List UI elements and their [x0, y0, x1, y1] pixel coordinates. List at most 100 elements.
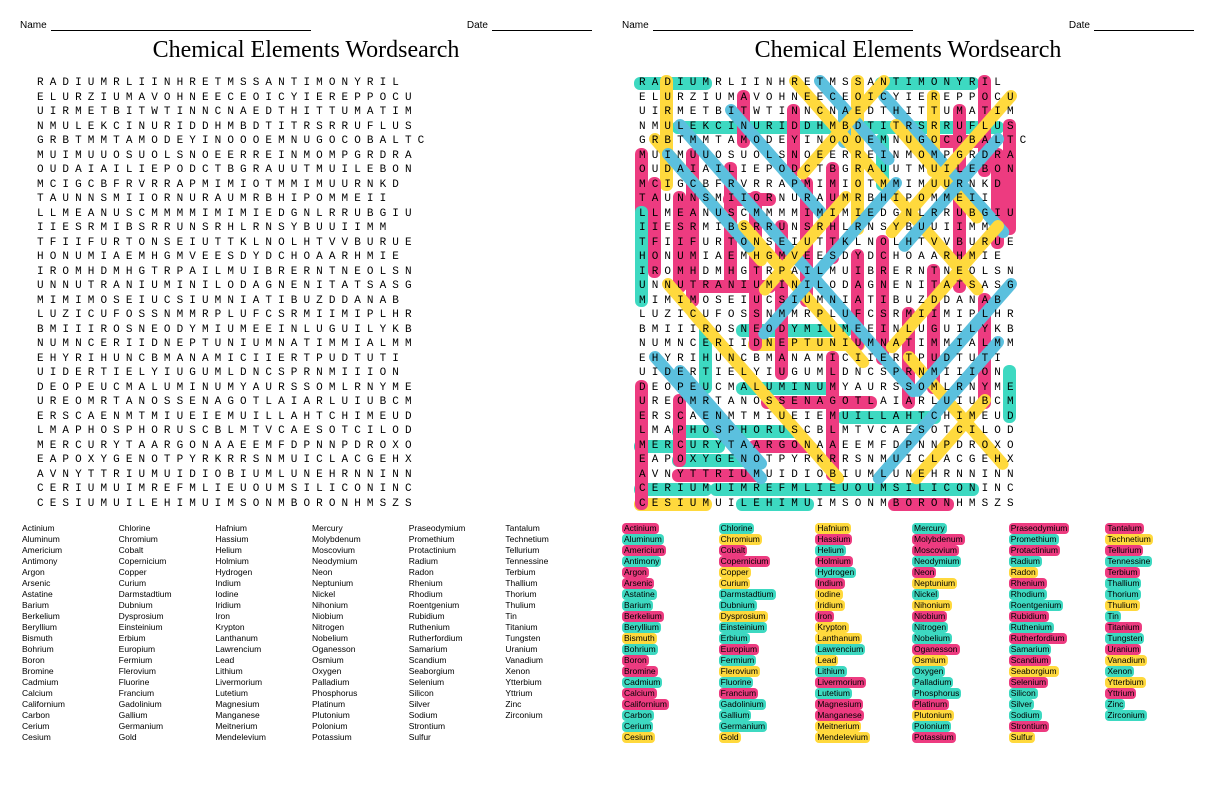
grid-cell: N [262, 497, 275, 512]
grid-cell: N [738, 323, 751, 338]
grid-cell: B [224, 163, 237, 178]
grid-cell: A [1004, 149, 1017, 164]
grid-cell: I [801, 207, 814, 222]
grid-cell: N [161, 76, 174, 91]
grid-cell: U [699, 308, 712, 323]
grid-cell: H [136, 424, 149, 439]
grid-cell: A [47, 76, 60, 91]
grid-cell: H [776, 76, 789, 91]
grid-cell: I [136, 337, 149, 352]
grid-cell: I [186, 236, 199, 251]
grid-cell: H [288, 250, 301, 265]
grid-cell: M [364, 410, 377, 425]
grid-cell: P [186, 337, 199, 352]
grid-cell: B [237, 120, 250, 135]
word-item: Hafnium [815, 523, 851, 534]
grid-cell: I [161, 410, 174, 425]
grid-cell: U [351, 120, 364, 135]
grid-cell: M [738, 134, 751, 149]
grid-cell: I [34, 221, 47, 236]
grid-cell: M [377, 221, 390, 236]
grid-cell: O [979, 366, 992, 381]
grid-cell: A [364, 337, 377, 352]
grid-cell: M [275, 497, 288, 512]
grid-cell: C [275, 250, 288, 265]
grid-cell: R [915, 395, 928, 410]
grid-cell: S [788, 424, 801, 439]
grid-cell: A [979, 294, 992, 309]
grid-cell: H [928, 468, 941, 483]
grid-cell: D [941, 294, 954, 309]
grid-cell: M [674, 105, 687, 120]
grid-cell: I [237, 178, 250, 193]
grid-row: ERSCAENMTMIUEIEMUILLAHTCHIMEUD [20, 410, 592, 425]
grid-cell: E [288, 279, 301, 294]
grid-cell: I [979, 76, 992, 91]
grid-cell: U [85, 149, 98, 164]
grid-cell: I [300, 178, 313, 193]
grid-cell: L [649, 91, 662, 106]
grid-cell: I [237, 468, 250, 483]
grid-cell: I [852, 207, 865, 222]
word-item: Flerovium [117, 666, 158, 677]
grid-cell: I [174, 497, 187, 512]
grid-cell: M [97, 482, 110, 497]
grid-cell: T [212, 163, 225, 178]
word-item: Beryllium [20, 622, 59, 633]
grid-cell: M [174, 250, 187, 265]
grid-cell: U [288, 453, 301, 468]
grid-cell: T [687, 468, 700, 483]
grid-row: EAPOXYGENOTPYRKRRSNMUICLACGEHX [622, 453, 1194, 468]
grid-cell: I [199, 134, 212, 149]
word-item: Lithium [213, 666, 244, 677]
grid-cell: N [649, 279, 662, 294]
grid-cell: M [148, 410, 161, 425]
grid-cell: M [47, 424, 60, 439]
grid-cell: I [826, 352, 839, 367]
grid-cell: I [699, 91, 712, 106]
grid-cell: Z [313, 294, 326, 309]
grid-cell: O [636, 163, 649, 178]
grid-cell: L [34, 308, 47, 323]
grid-cell: I [275, 120, 288, 135]
grid-cell: E [250, 439, 263, 454]
grid-cell: G [313, 134, 326, 149]
grid-cell: N [186, 91, 199, 106]
grid-cell: A [212, 192, 225, 207]
grid-cell: I [674, 497, 687, 512]
grid-cell: R [763, 178, 776, 193]
grid-cell: D [928, 294, 941, 309]
grid-cell: E [377, 410, 390, 425]
grid-cell: I [750, 76, 763, 91]
grid-cell: M [262, 337, 275, 352]
grid-cell: E [687, 105, 700, 120]
grid-cell: O [136, 236, 149, 251]
grid-cell: O [326, 424, 339, 439]
grid-cell: U [199, 236, 212, 251]
grid-cell: T [110, 134, 123, 149]
grid-cell: O [763, 323, 776, 338]
grid-cell: I [738, 163, 751, 178]
grid-cell: E [313, 468, 326, 483]
grid-cell: E [85, 381, 98, 396]
grid-cell: O [402, 439, 415, 454]
grid-cell: A [136, 439, 149, 454]
grid-cell: N [890, 323, 903, 338]
grid-cell: S [738, 221, 751, 236]
grid-cell: I [788, 294, 801, 309]
grid-cell: U [814, 381, 827, 396]
grid-cell: H [725, 265, 738, 280]
grid-cell: L [47, 207, 60, 222]
grid-cell: S [915, 120, 928, 135]
grid-cell: T [275, 105, 288, 120]
grid-cell: E [801, 76, 814, 91]
grid-cell: N [1004, 265, 1017, 280]
grid-cell: O [199, 149, 212, 164]
grid-cell: I [661, 178, 674, 193]
grid-cell: E [34, 352, 47, 367]
grid-cell: B [636, 323, 649, 338]
grid-cell: G [110, 453, 123, 468]
word-item: Krypton [213, 622, 246, 633]
grid-cell: G [364, 453, 377, 468]
word-item: Beryllium [622, 622, 661, 633]
